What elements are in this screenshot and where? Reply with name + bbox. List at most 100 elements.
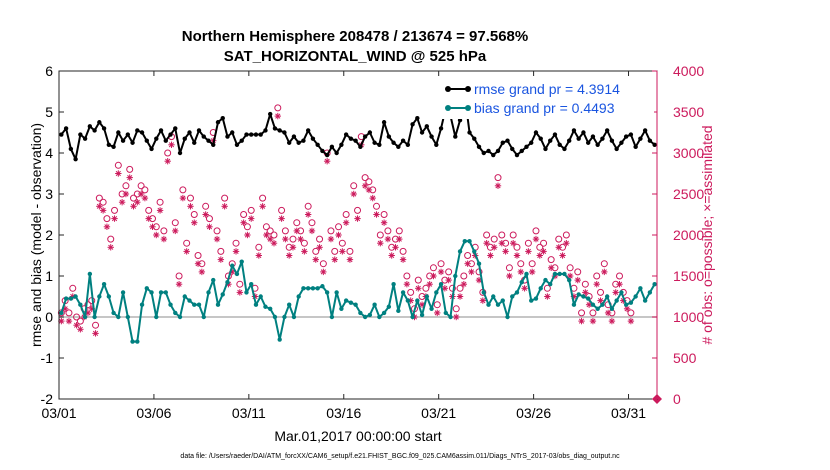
y-tick-label: 0 <box>45 309 53 325</box>
rmse-point <box>552 132 558 137</box>
obs-assimilated-point <box>168 141 175 148</box>
obs-possible-point <box>445 268 453 276</box>
bias-point <box>419 312 425 318</box>
obs-assimilated-point <box>578 317 585 325</box>
rmse-point <box>329 144 335 150</box>
bias-point <box>286 302 292 307</box>
asterisk-stroke <box>73 322 80 328</box>
asterisk-stroke <box>191 220 197 226</box>
obs-possible-point <box>327 227 335 235</box>
bias-point <box>533 296 539 301</box>
obs-possible-point <box>240 211 248 218</box>
obs-assimilated-point <box>494 182 502 189</box>
asterisk-stroke <box>119 199 125 205</box>
rmse-point <box>438 126 444 131</box>
rmse-point <box>63 126 69 131</box>
bias-point <box>566 277 572 283</box>
obs-possible-point <box>452 305 460 313</box>
obs-assimilated-point <box>346 256 354 263</box>
rmse-point <box>244 132 249 137</box>
rmse-point <box>305 128 311 133</box>
bias-point <box>472 249 477 254</box>
obs-possible-point <box>429 264 437 272</box>
obs-possible-point <box>380 211 388 218</box>
asterisk-stroke <box>115 170 121 177</box>
rmse-point <box>324 152 330 158</box>
rmse-point <box>230 130 235 135</box>
obs-possible-point <box>555 235 563 243</box>
asterisk-stroke <box>195 261 201 267</box>
asterisk-stroke <box>260 203 266 209</box>
asterisk-stroke <box>446 277 452 283</box>
asterisk-stroke <box>142 195 148 201</box>
obs-assimilated-point <box>191 219 198 226</box>
asterisk-stroke <box>510 240 516 246</box>
obs-possible-point <box>490 235 498 243</box>
asterisk-stroke <box>263 232 269 238</box>
bias-point <box>548 282 553 287</box>
x-tick-label: 03/16 <box>326 405 361 421</box>
asterisk-stroke <box>203 211 209 218</box>
obs-assimilated-point <box>316 244 323 251</box>
bias-point <box>633 294 638 299</box>
asterisk-stroke <box>529 269 535 275</box>
rmse-point <box>206 138 211 143</box>
obs-assimilated-point <box>266 235 274 243</box>
obs-assimilated-point <box>297 235 304 243</box>
obs-possible-point <box>335 223 343 231</box>
rmse-point <box>429 134 434 139</box>
rmse-point <box>628 132 634 137</box>
rmse-point <box>196 128 202 133</box>
rmse-point <box>301 138 306 143</box>
obs-possible-point <box>259 194 267 202</box>
asterisk-stroke <box>157 207 163 213</box>
obs-possible-point <box>186 194 194 202</box>
asterisk-stroke <box>366 187 372 193</box>
obs-assimilated-point <box>115 170 122 177</box>
rmse-point <box>296 140 301 145</box>
bias-point <box>381 310 387 316</box>
asterisk-stroke <box>176 281 182 287</box>
asterisk-stroke <box>168 142 175 148</box>
asterisk-stroke <box>503 248 509 254</box>
obs-possible-point <box>331 247 339 255</box>
bias-point <box>343 298 349 303</box>
rmse-point <box>585 140 591 145</box>
obs-possible-point <box>384 227 392 235</box>
asterisk-stroke <box>335 232 342 238</box>
obs-possible-point <box>532 227 540 235</box>
rmse-point <box>249 132 254 137</box>
asterisk-stroke <box>548 265 554 271</box>
obs-possible-point <box>308 219 316 227</box>
obs-assimilated-point <box>547 264 555 271</box>
asterisk-stroke <box>559 252 566 259</box>
obs-possible-point <box>376 231 384 239</box>
rmse-point <box>391 140 396 145</box>
bias-point <box>230 263 235 268</box>
obs-possible-point <box>111 206 119 214</box>
asterisk-stroke <box>294 228 300 234</box>
obs-assimilated-point <box>301 248 308 255</box>
rmse-point <box>495 148 501 154</box>
rmse-point <box>87 124 93 129</box>
asterisk-stroke <box>161 236 167 242</box>
obs-possible-point <box>65 309 73 317</box>
obs-assimilated-point <box>468 268 475 276</box>
bias-point <box>367 312 373 318</box>
bias-point <box>125 314 131 320</box>
obs-assimilated-point <box>601 268 608 276</box>
rmse-point <box>476 144 482 150</box>
obs-assimilated-point <box>513 252 521 259</box>
rmse-point <box>177 150 183 156</box>
footnote: data file: /Users/raeder/DAI/ATM_forcXX/… <box>180 453 620 460</box>
legend-bias-marker-left <box>445 105 451 111</box>
asterisk-stroke <box>127 175 133 181</box>
obs-possible-point <box>597 288 605 296</box>
asterisk-stroke <box>256 252 262 259</box>
rmse-point <box>633 144 638 150</box>
obs-possible-point <box>141 186 149 194</box>
y2-tick-label: 2000 <box>673 227 704 243</box>
asterisk-stroke <box>187 203 194 209</box>
asterisk-stroke <box>123 191 129 197</box>
bias-point <box>434 290 439 295</box>
